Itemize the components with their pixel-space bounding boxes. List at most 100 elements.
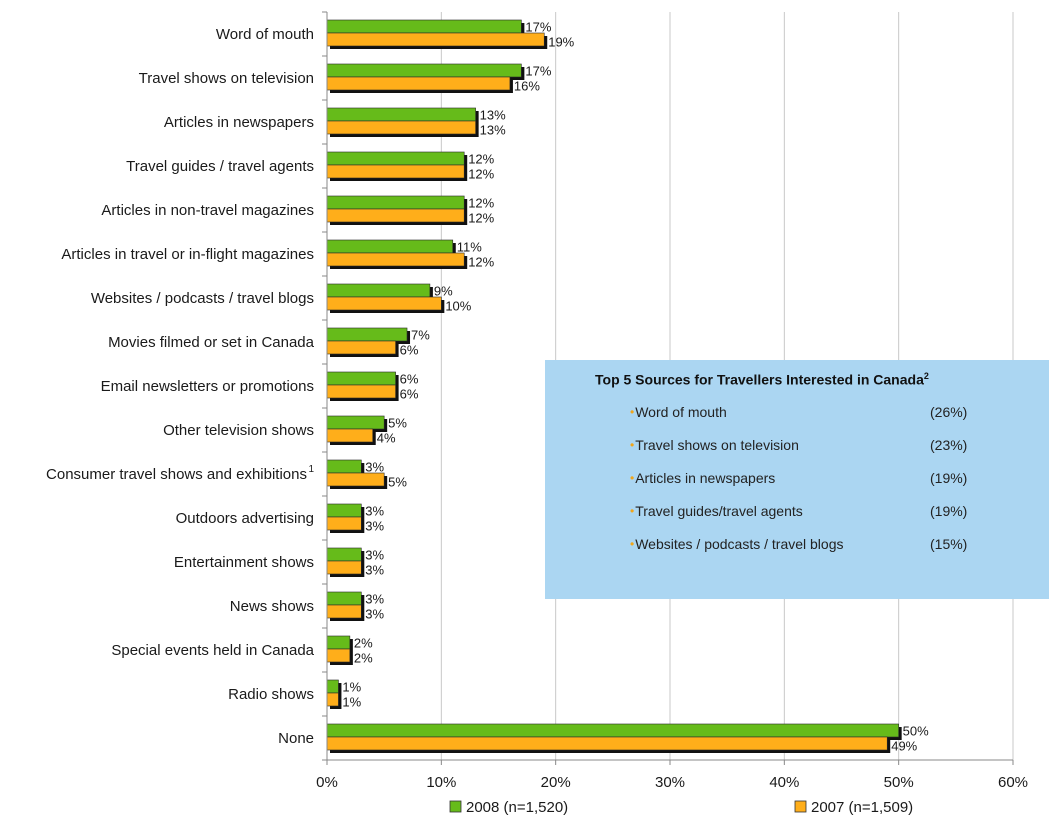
bar-value-label: 49% (891, 739, 917, 754)
bar-value-label: 16% (514, 79, 540, 94)
bar-value-label: 1% (342, 695, 361, 710)
bar (326, 239, 454, 254)
bar (326, 604, 362, 619)
bar (326, 327, 408, 342)
x-tick-label: 40% (769, 774, 799, 791)
bar (326, 384, 396, 399)
category-label: Special events held in Canada (111, 642, 314, 659)
bar (326, 459, 362, 474)
bar (326, 371, 396, 386)
bar-value-label: 6% (400, 387, 419, 402)
bar (326, 195, 465, 210)
bar-value-label: 50% (903, 724, 929, 739)
bar-value-label: 12% (468, 167, 494, 182)
bar (326, 679, 339, 694)
category-label: Travel guides / travel agents (126, 158, 314, 175)
inset-item-value: (23%) (930, 437, 968, 453)
category-label: Consumer travel shows and exhibitions (46, 466, 307, 483)
x-tick-label: 60% (998, 774, 1028, 791)
bar-value-label: 2% (354, 636, 373, 651)
inset-item-value: (15%) (930, 536, 968, 552)
inset-item: •Word of mouth (630, 404, 727, 420)
bar (326, 648, 351, 663)
x-tick-label: 30% (655, 774, 685, 791)
bar (326, 296, 442, 311)
bar-value-label: 4% (377, 431, 396, 446)
bar (326, 107, 476, 122)
bar-value-label: 19% (548, 35, 574, 50)
value-labels: 17%19%17%16%13%13%12%12%12%12%11%12%9%10… (342, 20, 929, 754)
category-label: Movies filmed or set in Canada (108, 334, 315, 351)
bar-value-label: 13% (480, 108, 506, 123)
category-label: Email newsletters or promotions (101, 378, 314, 395)
bar (326, 63, 522, 78)
bar (326, 428, 374, 443)
category-label: Travel shows on television (139, 70, 314, 87)
bar (326, 415, 385, 430)
legend-swatch (794, 800, 807, 813)
bar (326, 591, 362, 606)
bars (326, 19, 902, 753)
inset-item: •Articles in newspapers (630, 470, 775, 486)
bar (326, 472, 385, 487)
bar (326, 19, 522, 34)
bar-value-label: 12% (468, 196, 494, 211)
inset-item: •Travel guides/travel agents (630, 503, 803, 519)
x-tick-label: 10% (426, 774, 456, 791)
inset-item: •Travel shows on television (630, 437, 799, 453)
category-label: Outdoors advertising (176, 510, 314, 527)
legend-label: 2008 (n=1,520) (466, 799, 568, 816)
x-tick-label: 50% (884, 774, 914, 791)
inset-item-label: Articles in newspapers (635, 470, 776, 486)
bar-value-label: 3% (365, 563, 384, 578)
bullet-icon: • (630, 471, 635, 485)
bar-value-label: 17% (525, 20, 551, 35)
inset-item-label: Websites / podcasts / travel blogs (635, 536, 844, 552)
category-footnote: 1 (308, 464, 314, 475)
bar-value-label: 12% (468, 152, 494, 167)
category-label: Articles in newspapers (164, 114, 314, 131)
x-tick-labels: 0% 10% 20% 30% 40% 50% 60% (316, 774, 1028, 791)
bar-value-label: 7% (411, 328, 430, 343)
bar-value-label: 3% (365, 519, 384, 534)
category-label: Radio shows (228, 686, 314, 703)
bar-value-label: 13% (480, 123, 506, 138)
bar-value-label: 3% (365, 548, 384, 563)
bar (326, 283, 431, 298)
bar (326, 76, 511, 91)
bar-value-label: 5% (388, 475, 407, 490)
category-label: News shows (230, 598, 314, 615)
bar (326, 516, 362, 531)
bar-value-label: 17% (525, 64, 551, 79)
inset-item-value: (19%) (930, 470, 968, 486)
bar (326, 736, 888, 751)
bar-value-label: 3% (365, 607, 384, 622)
bar (326, 635, 351, 650)
inset-title: Top 5 Sources for Travellers Interested … (595, 371, 929, 388)
bar-value-label: 5% (388, 416, 407, 431)
inset-title-footnote: 2 (923, 371, 929, 381)
axes (322, 11, 1014, 765)
category-labels: Word of mouth Travel shows on television A… (46, 26, 315, 747)
bar-value-label: 11% (457, 240, 482, 255)
bar-value-label: 2% (354, 651, 373, 666)
category-label: Entertainment shows (174, 554, 314, 571)
bar (326, 120, 476, 135)
bar (326, 723, 899, 738)
bullet-icon: • (630, 438, 635, 452)
bar-value-label: 6% (400, 343, 419, 358)
bar (326, 692, 339, 707)
bar-value-label: 1% (342, 680, 361, 695)
inset-item-label: Word of mouth (635, 404, 727, 420)
bar (326, 547, 362, 562)
bar (326, 32, 545, 47)
bar-value-label: 3% (365, 504, 384, 519)
x-tick-label: 0% (316, 774, 338, 791)
bar (326, 208, 465, 223)
legend-swatch (449, 800, 462, 813)
inset-item-value: (26%) (930, 404, 968, 420)
bar (326, 252, 465, 267)
bar-value-label: 12% (468, 211, 494, 226)
bar (326, 151, 465, 166)
inset-item-label: Travel guides/travel agents (635, 503, 803, 519)
